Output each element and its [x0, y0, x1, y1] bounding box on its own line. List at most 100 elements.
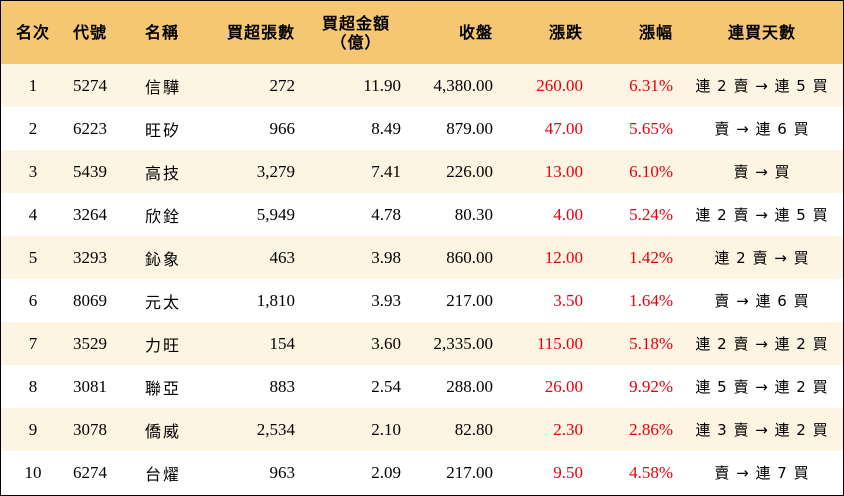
cell-net-lots: 2,534	[256, 419, 295, 439]
cell-net-amount: 4.78	[371, 204, 401, 224]
cell-net-amount: 3.93	[371, 290, 401, 310]
table-row: 8 3081 聯亞 883 2.54 288.00 26.00 9.92% 連 …	[1, 365, 843, 408]
cell-streak: 賣 → 連 6 買	[714, 120, 810, 138]
cell-streak: 連 2 賣 → 連 2 買	[695, 335, 829, 353]
header-net-lots: 買超張數	[226, 23, 295, 42]
cell-rank: 1	[28, 75, 38, 95]
cell-pct: 6.10%	[629, 161, 673, 181]
cell-pct: 1.64%	[629, 290, 673, 310]
cell-pct: 9.92%	[629, 376, 673, 396]
cell-name: 信驊	[145, 77, 182, 97]
cell-net-lots: 963	[269, 462, 296, 482]
cell-code: 6223	[73, 118, 107, 138]
table-row: 7 3529 力旺 154 3.60 2,335.00 115.00 5.18%…	[1, 322, 843, 365]
table-row: 6 8069 元太 1,810 3.93 217.00 3.50 1.64% 賣…	[1, 279, 843, 322]
cell-pct: 5.18%	[629, 333, 673, 353]
cell-net-amount: 3.60	[371, 333, 401, 353]
cell-rank: 3	[28, 161, 38, 181]
cell-pct: 2.86%	[629, 419, 673, 439]
cell-pct: 5.24%	[629, 204, 673, 224]
cell-pct: 5.65%	[629, 118, 673, 138]
cell-net-lots: 1,810	[256, 290, 295, 310]
header-code: 代號	[73, 23, 108, 42]
cell-net-lots: 3,279	[256, 161, 295, 181]
cell-net-amount: 2.10	[371, 419, 401, 439]
cell-net-amount: 3.98	[371, 247, 401, 267]
cell-net-amount: 2.54	[371, 376, 401, 396]
cell-close: 288.00	[446, 376, 493, 396]
cell-close: 82.80	[454, 419, 493, 439]
cell-change: 115.00	[536, 333, 583, 353]
cell-name: 僑威	[145, 421, 182, 441]
cell-streak: 連 3 賣 → 連 2 買	[695, 421, 829, 439]
cell-streak: 賣 → 連 6 買	[714, 292, 810, 310]
table-row: 1 5274 信驊 272 11.90 4,380.00 260.00 6.31…	[1, 64, 843, 107]
cell-code: 3529	[73, 333, 107, 353]
cell-rank: 6	[28, 290, 38, 310]
cell-change: 3.50	[553, 290, 583, 310]
cell-code: 3264	[73, 204, 107, 224]
cell-code: 8069	[73, 290, 107, 310]
cell-code: 3293	[73, 247, 107, 267]
cell-change: 47.00	[544, 118, 583, 138]
cell-change: 2.30	[553, 419, 583, 439]
cell-change: 9.50	[553, 462, 583, 482]
header-net-amount-line1: 買超金額	[321, 13, 390, 33]
table-body: 1 5274 信驊 272 11.90 4,380.00 260.00 6.31…	[1, 64, 843, 494]
header-change: 漲跌	[548, 23, 583, 42]
cell-streak: 連 2 賣 → 連 5 買	[695, 206, 829, 224]
cell-net-lots: 5,949	[256, 204, 295, 224]
cell-net-amount: 8.49	[371, 118, 401, 138]
cell-net-amount: 11.90	[363, 75, 401, 95]
cell-rank: 10	[24, 462, 42, 482]
cell-streak: 賣 → 買	[733, 163, 791, 181]
cell-change: 13.00	[544, 161, 583, 181]
table-row: 5 3293 鈊象 463 3.98 860.00 12.00 1.42% 連 …	[1, 236, 843, 279]
cell-name: 鈊象	[145, 249, 182, 269]
table-row: 3 5439 高技 3,279 7.41 226.00 13.00 6.10% …	[1, 150, 843, 193]
cell-name: 聯亞	[145, 378, 182, 398]
cell-name: 台燿	[145, 464, 182, 484]
cell-pct: 4.58%	[629, 462, 673, 482]
cell-name: 旺矽	[145, 120, 182, 140]
cell-code: 6274	[73, 462, 107, 482]
cell-rank: 4	[28, 204, 38, 224]
header-rank: 名次	[15, 23, 50, 42]
cell-rank: 8	[28, 376, 38, 396]
table-header-row: 名次 代號 名稱 買超張數 買超金額 （億） 收盤 漲跌 漲幅 連買天數	[1, 1, 843, 64]
cell-streak: 賣 → 連 7 買	[714, 464, 810, 482]
cell-code: 5439	[73, 161, 107, 181]
cell-close: 217.00	[446, 290, 493, 310]
cell-pct: 1.42%	[629, 247, 673, 267]
cell-streak: 連 2 賣 → 買	[714, 249, 810, 267]
cell-code: 5274	[73, 75, 107, 95]
cell-rank: 5	[28, 247, 38, 267]
cell-close: 80.30	[454, 204, 493, 224]
header-close: 收盤	[458, 23, 493, 42]
header-streak: 連買天數	[727, 23, 796, 42]
cell-net-lots: 463	[269, 247, 296, 267]
cell-code: 3081	[73, 376, 107, 396]
cell-name: 高技	[145, 163, 182, 183]
cell-net-lots: 883	[269, 376, 296, 396]
cell-change: 26.00	[544, 376, 583, 396]
cell-name: 欣銓	[145, 206, 182, 226]
cell-rank: 2	[28, 118, 38, 138]
cell-change: 12.00	[544, 247, 583, 267]
cell-code: 3078	[73, 419, 107, 439]
cell-close: 226.00	[446, 161, 493, 181]
cell-net-lots: 966	[269, 118, 296, 138]
cell-net-lots: 154	[269, 333, 296, 353]
header-name: 名稱	[145, 23, 180, 42]
header-net-amount-line2: （億）	[330, 32, 382, 52]
cell-change: 4.00	[553, 204, 583, 224]
cell-rank: 9	[28, 419, 38, 439]
cell-rank: 7	[28, 333, 38, 353]
cell-change: 260.00	[536, 75, 583, 95]
table-row: 9 3078 僑威 2,534 2.10 82.80 2.30 2.86% 連 …	[1, 408, 843, 451]
cell-pct: 6.31%	[629, 75, 673, 95]
cell-net-lots: 272	[269, 75, 296, 95]
table-row: 10 6274 台燿 963 2.09 217.00 9.50 4.58% 賣 …	[1, 451, 843, 494]
